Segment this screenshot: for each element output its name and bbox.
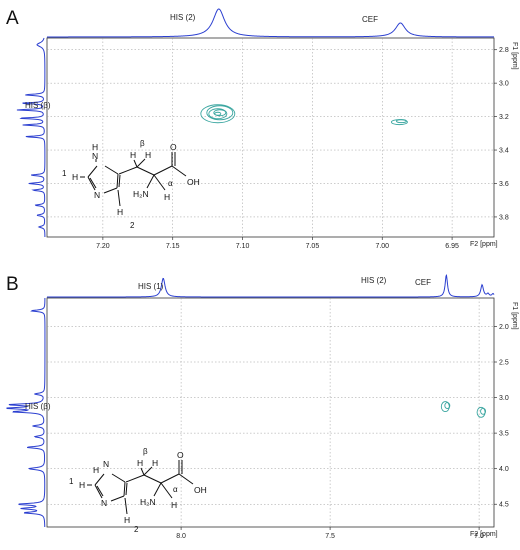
panel-b-plot-frame <box>46 297 495 528</box>
structure-a-beta: β <box>140 139 145 148</box>
panel-b-label-his2: HIS (2) <box>361 276 387 285</box>
x-tick-label: 7.20 <box>96 243 110 250</box>
structure-b-oh: OH <box>194 485 207 495</box>
structure-a-h-beta-1: H <box>130 150 136 160</box>
structure-a-nh2: H₂N <box>133 189 149 199</box>
panel-a-x-ticks: 7.20 7.15 7.10 7.05 7.00 6.95 <box>96 237 459 250</box>
structure-b-nh2: H₂N <box>140 497 156 507</box>
cross-peak <box>200 104 236 124</box>
histidine-structure-a: N H N H H 1 2 β α H H H₂N H O OH <box>62 139 200 230</box>
panel-a-f2-projection <box>47 8 494 38</box>
panel-a-label-cef: CEF <box>362 15 378 24</box>
x-tick-label: 8.0 <box>176 533 186 540</box>
cross-peak <box>390 119 408 126</box>
structure-b-oxygen: O <box>177 450 184 460</box>
y-tick-label: 3.6 <box>499 181 509 188</box>
x-tick-label: 7.5 <box>325 533 335 540</box>
structure-a-position-2: 2 <box>130 221 135 230</box>
panel-a-y-ticks: 2.8 3.0 3.2 3.4 3.6 3.8 <box>494 47 509 221</box>
histidine-bonds <box>87 460 194 515</box>
structure-b-h-beta-2: H <box>152 458 158 468</box>
y-tick-label: 3.4 <box>499 148 509 155</box>
structure-a-alpha: α <box>168 179 173 188</box>
structure-a-oh: OH <box>187 177 200 187</box>
y-tick-label: 3.5 <box>499 431 509 438</box>
structure-b-h-left: H <box>79 480 85 490</box>
structure-a-nh-h: H <box>92 142 98 152</box>
panel-b-y-ticks: 2.0 2.5 3.0 3.5 4.0 4.5 <box>494 324 509 509</box>
panel-a: A 7.20 7.15 7.10 7.05 7.00 6.95 2.8 3.0 3.2 3.4 3… <box>6 8 518 250</box>
structure-a-h-alpha: H <box>164 192 170 202</box>
structure-b-nh: N <box>103 459 109 469</box>
panel-b-grid <box>47 298 494 527</box>
structure-a-oxygen: O <box>170 142 177 152</box>
panel-b-label-his-beta: HIS (β) <box>25 402 51 411</box>
y-tick-label: 2.0 <box>499 324 509 331</box>
histidine-bonds <box>80 152 187 207</box>
y-tick-label: 3.0 <box>499 395 509 402</box>
panel-b-label-his1: HIS (1) <box>138 282 164 291</box>
panel-a-f1-projection <box>16 37 46 238</box>
panel-a-letter: A <box>6 8 19 29</box>
panel-a-plot-frame <box>46 37 495 238</box>
x-tick-label: 7.15 <box>166 243 180 250</box>
y-tick-label: 3.8 <box>499 214 509 221</box>
panel-b-cross-peaks <box>440 401 487 418</box>
structure-b-beta: β <box>143 447 148 456</box>
x-tick-label: 7.05 <box>306 243 320 250</box>
panel-a-label-his-beta: HIS (β) <box>25 101 51 110</box>
structure-b-nh-h: H <box>93 465 99 475</box>
panel-a-y-axis-label: F1 [ppm] <box>511 42 518 70</box>
structure-a-position-1: 1 <box>62 169 67 178</box>
structure-a-h-beta-2: H <box>145 150 151 160</box>
panel-a-x-axis-label: F2 [ppm] <box>470 241 498 248</box>
cross-peak <box>440 401 451 413</box>
y-tick-label: 2.8 <box>499 47 509 54</box>
x-tick-label: 7.00 <box>375 243 389 250</box>
structure-a-n: N <box>94 190 100 200</box>
panel-a-cross-peaks <box>200 104 408 126</box>
structure-b-h-alpha: H <box>171 500 177 510</box>
structure-b-alpha: α <box>173 485 178 494</box>
panel-b-x-ticks: 8.0 7.5 7.0 <box>176 527 484 540</box>
x-tick-label: 7.10 <box>236 243 250 250</box>
panel-b-y-axis-label: F1 [ppm] <box>511 302 518 330</box>
structure-b-h-beta-1: H <box>137 458 143 468</box>
structure-a-h-left: H <box>72 172 78 182</box>
x-tick-label: 6.95 <box>445 243 459 250</box>
panel-b-x-axis-label: F2 [ppm] <box>470 531 498 538</box>
cross-peak <box>476 406 487 418</box>
structure-b-h-bottom: H <box>124 515 130 525</box>
y-tick-label: 2.5 <box>499 360 509 367</box>
structure-b-n: N <box>101 498 107 508</box>
panel-a-label-his2: HIS (2) <box>170 13 196 22</box>
y-tick-label: 3.2 <box>499 114 509 121</box>
structure-b-position-2: 2 <box>134 525 139 534</box>
structure-b-position-1: 1 <box>69 477 74 486</box>
y-tick-label: 4.0 <box>499 466 509 473</box>
panel-b-f1-projection <box>6 297 46 528</box>
panel-b-label-cef: CEF <box>415 278 431 287</box>
y-tick-label: 3.0 <box>499 81 509 88</box>
panel-b: B 8.0 7.5 7.0 2.0 2.5 3.0 3.5 4.0 4.5 HIS (1) H… <box>6 273 518 540</box>
x-tick-label: 7.0 <box>474 533 484 540</box>
panel-a-grid <box>47 38 494 237</box>
structure-a-h-bottom: H <box>117 207 123 217</box>
panel-b-f2-projection <box>47 273 495 298</box>
histidine-structure-b: N H N H H 1 2 β α H H H₂N H O OH <box>69 447 207 534</box>
structure-a-nh: N <box>92 151 98 161</box>
panel-b-letter: B <box>6 274 19 295</box>
y-tick-label: 4.5 <box>499 502 509 509</box>
